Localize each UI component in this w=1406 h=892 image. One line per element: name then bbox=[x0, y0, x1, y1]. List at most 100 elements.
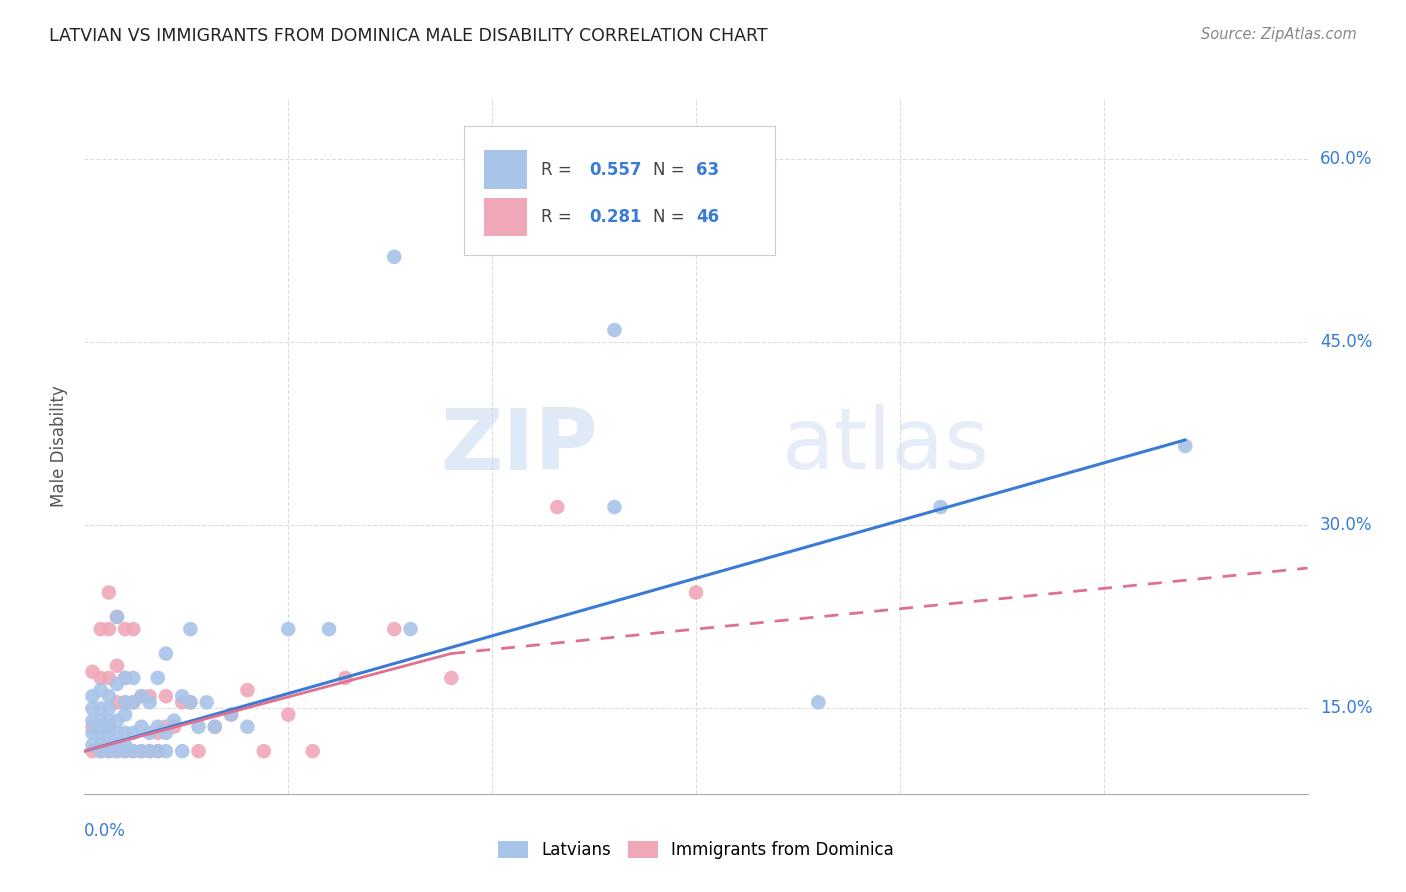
Text: 0.281: 0.281 bbox=[589, 208, 643, 226]
Point bbox=[97, 744, 120, 758]
Point bbox=[97, 714, 120, 728]
Point bbox=[122, 744, 145, 758]
Point bbox=[131, 744, 153, 758]
Point bbox=[163, 714, 186, 728]
Point bbox=[114, 695, 136, 709]
Point bbox=[90, 744, 112, 758]
Y-axis label: Male Disability: Male Disability bbox=[51, 385, 69, 507]
FancyBboxPatch shape bbox=[484, 198, 527, 235]
Text: 30.0%: 30.0% bbox=[1320, 516, 1372, 534]
Point bbox=[105, 744, 128, 758]
Point bbox=[440, 671, 463, 685]
Point bbox=[219, 707, 242, 722]
Text: 63: 63 bbox=[696, 161, 718, 178]
Point bbox=[807, 695, 830, 709]
Point bbox=[82, 744, 104, 758]
Point bbox=[138, 744, 160, 758]
Text: 0.0%: 0.0% bbox=[84, 822, 127, 839]
Point bbox=[114, 695, 136, 709]
Point bbox=[82, 714, 104, 728]
Point bbox=[82, 726, 104, 740]
Point bbox=[97, 731, 120, 746]
Point bbox=[105, 726, 128, 740]
Point bbox=[187, 744, 209, 758]
Point bbox=[546, 500, 568, 514]
Point bbox=[105, 677, 128, 691]
Point bbox=[131, 744, 153, 758]
Point bbox=[105, 744, 128, 758]
Point bbox=[399, 622, 422, 636]
Point bbox=[82, 701, 104, 715]
Text: 45.0%: 45.0% bbox=[1320, 334, 1372, 351]
Point bbox=[114, 738, 136, 752]
Point bbox=[114, 744, 136, 758]
Point bbox=[122, 744, 145, 758]
Point bbox=[90, 726, 112, 740]
FancyBboxPatch shape bbox=[484, 150, 527, 188]
Point bbox=[929, 500, 952, 514]
Point bbox=[105, 610, 128, 624]
Point bbox=[122, 671, 145, 685]
Point bbox=[155, 647, 177, 661]
Point bbox=[204, 720, 226, 734]
Point bbox=[163, 720, 186, 734]
Point bbox=[97, 744, 120, 758]
Point bbox=[97, 738, 120, 752]
Point bbox=[105, 738, 128, 752]
Point bbox=[114, 726, 136, 740]
Point bbox=[97, 585, 120, 599]
Point bbox=[277, 707, 299, 722]
Point bbox=[236, 720, 259, 734]
Point bbox=[155, 720, 177, 734]
Point bbox=[179, 622, 201, 636]
Point bbox=[90, 714, 112, 728]
Point bbox=[131, 690, 153, 704]
Point bbox=[90, 720, 112, 734]
Point bbox=[146, 726, 169, 740]
Point bbox=[105, 610, 128, 624]
Point bbox=[382, 250, 405, 264]
Point bbox=[82, 738, 104, 752]
Point bbox=[155, 744, 177, 758]
Point bbox=[82, 720, 104, 734]
Point bbox=[114, 622, 136, 636]
Point bbox=[82, 690, 104, 704]
Text: N =: N = bbox=[654, 208, 690, 226]
Point bbox=[179, 695, 201, 709]
Point bbox=[90, 683, 112, 698]
Point bbox=[335, 671, 357, 685]
Point bbox=[114, 671, 136, 685]
Text: atlas: atlas bbox=[782, 404, 990, 488]
Point bbox=[138, 690, 160, 704]
Point bbox=[90, 744, 112, 758]
Text: 0.557: 0.557 bbox=[589, 161, 643, 178]
Point bbox=[138, 726, 160, 740]
Point bbox=[90, 622, 112, 636]
Point bbox=[97, 690, 120, 704]
Point bbox=[122, 695, 145, 709]
Point bbox=[155, 726, 177, 740]
Text: N =: N = bbox=[654, 161, 690, 178]
Point bbox=[219, 707, 242, 722]
Text: R =: R = bbox=[541, 161, 576, 178]
Point bbox=[114, 671, 136, 685]
Point bbox=[97, 671, 120, 685]
Point bbox=[172, 695, 194, 709]
Point bbox=[122, 622, 145, 636]
Point bbox=[138, 695, 160, 709]
Point bbox=[97, 720, 120, 734]
Point bbox=[195, 695, 218, 709]
Point bbox=[97, 622, 120, 636]
Point bbox=[82, 665, 104, 679]
Point bbox=[685, 585, 707, 599]
Point bbox=[155, 690, 177, 704]
Point bbox=[204, 720, 226, 734]
Point bbox=[131, 690, 153, 704]
Point bbox=[105, 658, 128, 673]
Text: 15.0%: 15.0% bbox=[1320, 699, 1372, 717]
Legend: Latvians, Immigrants from Dominica: Latvians, Immigrants from Dominica bbox=[491, 834, 901, 865]
Point bbox=[97, 701, 120, 715]
Point bbox=[90, 738, 112, 752]
Point bbox=[90, 671, 112, 685]
FancyBboxPatch shape bbox=[464, 126, 776, 255]
